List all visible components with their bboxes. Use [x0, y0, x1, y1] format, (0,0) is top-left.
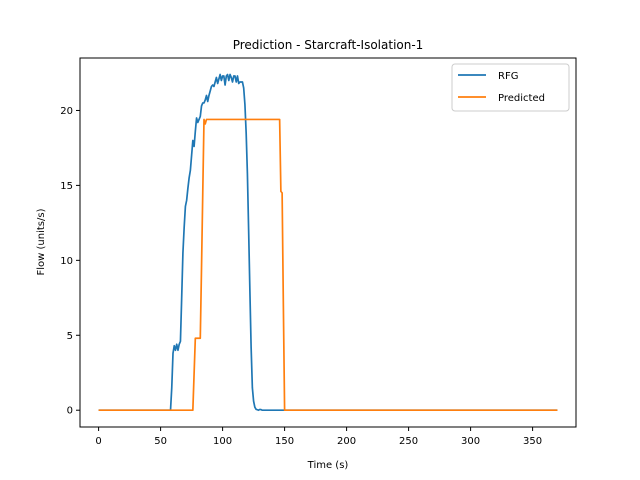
y-tick-label: 20: [60, 106, 73, 117]
y-tick-label: 15: [60, 181, 73, 192]
x-axis-label: Time (s): [307, 460, 349, 471]
chart-title: Prediction - Starcraft-Isolation-1: [233, 38, 424, 52]
x-tick-label: 50: [154, 436, 167, 447]
x-tick-label: 300: [461, 436, 480, 447]
y-tick-label: 5: [67, 331, 73, 342]
y-tick-label: 0: [67, 406, 73, 417]
plot-frame: [79, 57, 577, 428]
legend: RFG Predicted: [451, 63, 570, 112]
y-tick-label: 10: [60, 256, 73, 267]
x-tick-label: 150: [275, 436, 294, 447]
x-tick-label: 100: [213, 436, 232, 447]
x-tick-label: 350: [523, 436, 542, 447]
y-axis: 0 5 10 15 20: [60, 106, 80, 417]
x-tick-label: 0: [95, 436, 101, 447]
series-line-rfg: [98, 73, 558, 412]
legend-label-predicted: Predicted: [498, 93, 545, 104]
x-tick-label: 200: [337, 436, 356, 447]
legend-label-rfg: RFG: [498, 71, 518, 82]
series-layer: [98, 73, 558, 412]
y-axis-label: Flow (units/s): [36, 208, 47, 275]
plot-area: [80, 58, 576, 427]
x-axis: 0 50 100 150 200 250 300 350: [95, 427, 542, 447]
x-tick-label: 250: [399, 436, 418, 447]
series-line-predicted: [98, 118, 558, 412]
